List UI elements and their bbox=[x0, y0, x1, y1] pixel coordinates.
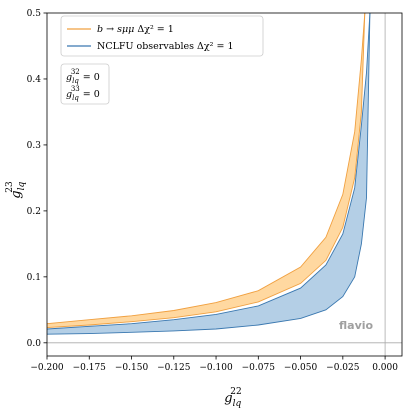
legend: b → sμμ Δχ² = 1 NCLFU observables Δχ² = … bbox=[60, 15, 264, 57]
legend-label-nclfu-suffix: Δχ² = 1 bbox=[197, 41, 233, 52]
y-axis-label: glq23 bbox=[5, 181, 27, 199]
y-tick-label: 0.5 bbox=[27, 9, 42, 19]
couplings-note-line-1: glq32 = 0 bbox=[66, 68, 100, 85]
legend-label-bsmumu-suffix: Δχ² = 1 bbox=[137, 24, 173, 35]
legend-label-bsmumu-main: b → sμμ bbox=[97, 24, 137, 35]
couplings-note-line-2: glq33 = 0 bbox=[66, 85, 100, 102]
x-axis-label-sub: lq bbox=[233, 399, 242, 409]
y-axis-ticks: 0.0 0.1 0.2 0.3 0.4 0.5 bbox=[27, 9, 47, 349]
x-tick-label: −0.150 bbox=[115, 363, 149, 373]
x-tick-label: −0.125 bbox=[157, 363, 191, 373]
y-axis-label-sup: 23 bbox=[5, 181, 15, 193]
legend-box bbox=[60, 15, 264, 57]
band-bsmumu-lower-edge bbox=[46, 12, 366, 329]
reference-lines bbox=[47, 13, 402, 356]
legend-label-bsmumu: b → sμμ Δχ² = 1 bbox=[97, 24, 174, 35]
y-tick-label: 0.0 bbox=[27, 339, 42, 349]
y-tick-label: 0.1 bbox=[27, 273, 41, 283]
x-tick-label: −0.175 bbox=[73, 363, 107, 373]
x-axis-label-sup: 22 bbox=[230, 387, 241, 397]
confidence-bands bbox=[46, 12, 371, 335]
y-axis-label-base: g bbox=[9, 190, 24, 198]
x-axis-label: glq 22 bbox=[224, 387, 241, 409]
y-tick-label: 0.4 bbox=[27, 75, 42, 85]
x-tick-label: −0.100 bbox=[199, 363, 233, 373]
x-tick-label: −0.075 bbox=[242, 363, 276, 373]
couplings-note: glq32 = 0 glq33 = 0 bbox=[60, 63, 110, 105]
y-axis-label-sub: lq bbox=[17, 182, 27, 191]
plot-frame bbox=[46, 12, 403, 357]
x-axis-ticks: −0.200 −0.175 −0.150 −0.125 −0.100 −0.075 −0.0… bbox=[30, 356, 398, 373]
x-tick-label: −0.050 bbox=[284, 363, 318, 373]
legend-label-nclfu-main: NCLFU observables bbox=[97, 41, 197, 52]
x-tick-label: −0.025 bbox=[326, 363, 360, 373]
band-nclfu bbox=[47, 13, 370, 335]
flavio-watermark: flavio bbox=[339, 319, 374, 332]
x-axis-label-base: g bbox=[224, 391, 232, 406]
x-tick-label: 0.000 bbox=[372, 363, 398, 373]
band-nclfu-lower-edge bbox=[46, 12, 371, 335]
band-nclfu-upper-edge bbox=[46, 12, 371, 330]
band-bsmumu-upper-edge bbox=[46, 12, 366, 325]
x-tick-label: −0.200 bbox=[30, 363, 64, 373]
y-tick-label: 0.2 bbox=[27, 207, 41, 217]
legend-label-nclfu: NCLFU observables Δχ² = 1 bbox=[97, 41, 234, 52]
y-tick-label: 0.3 bbox=[27, 141, 42, 151]
couplings-note-box bbox=[60, 63, 110, 105]
